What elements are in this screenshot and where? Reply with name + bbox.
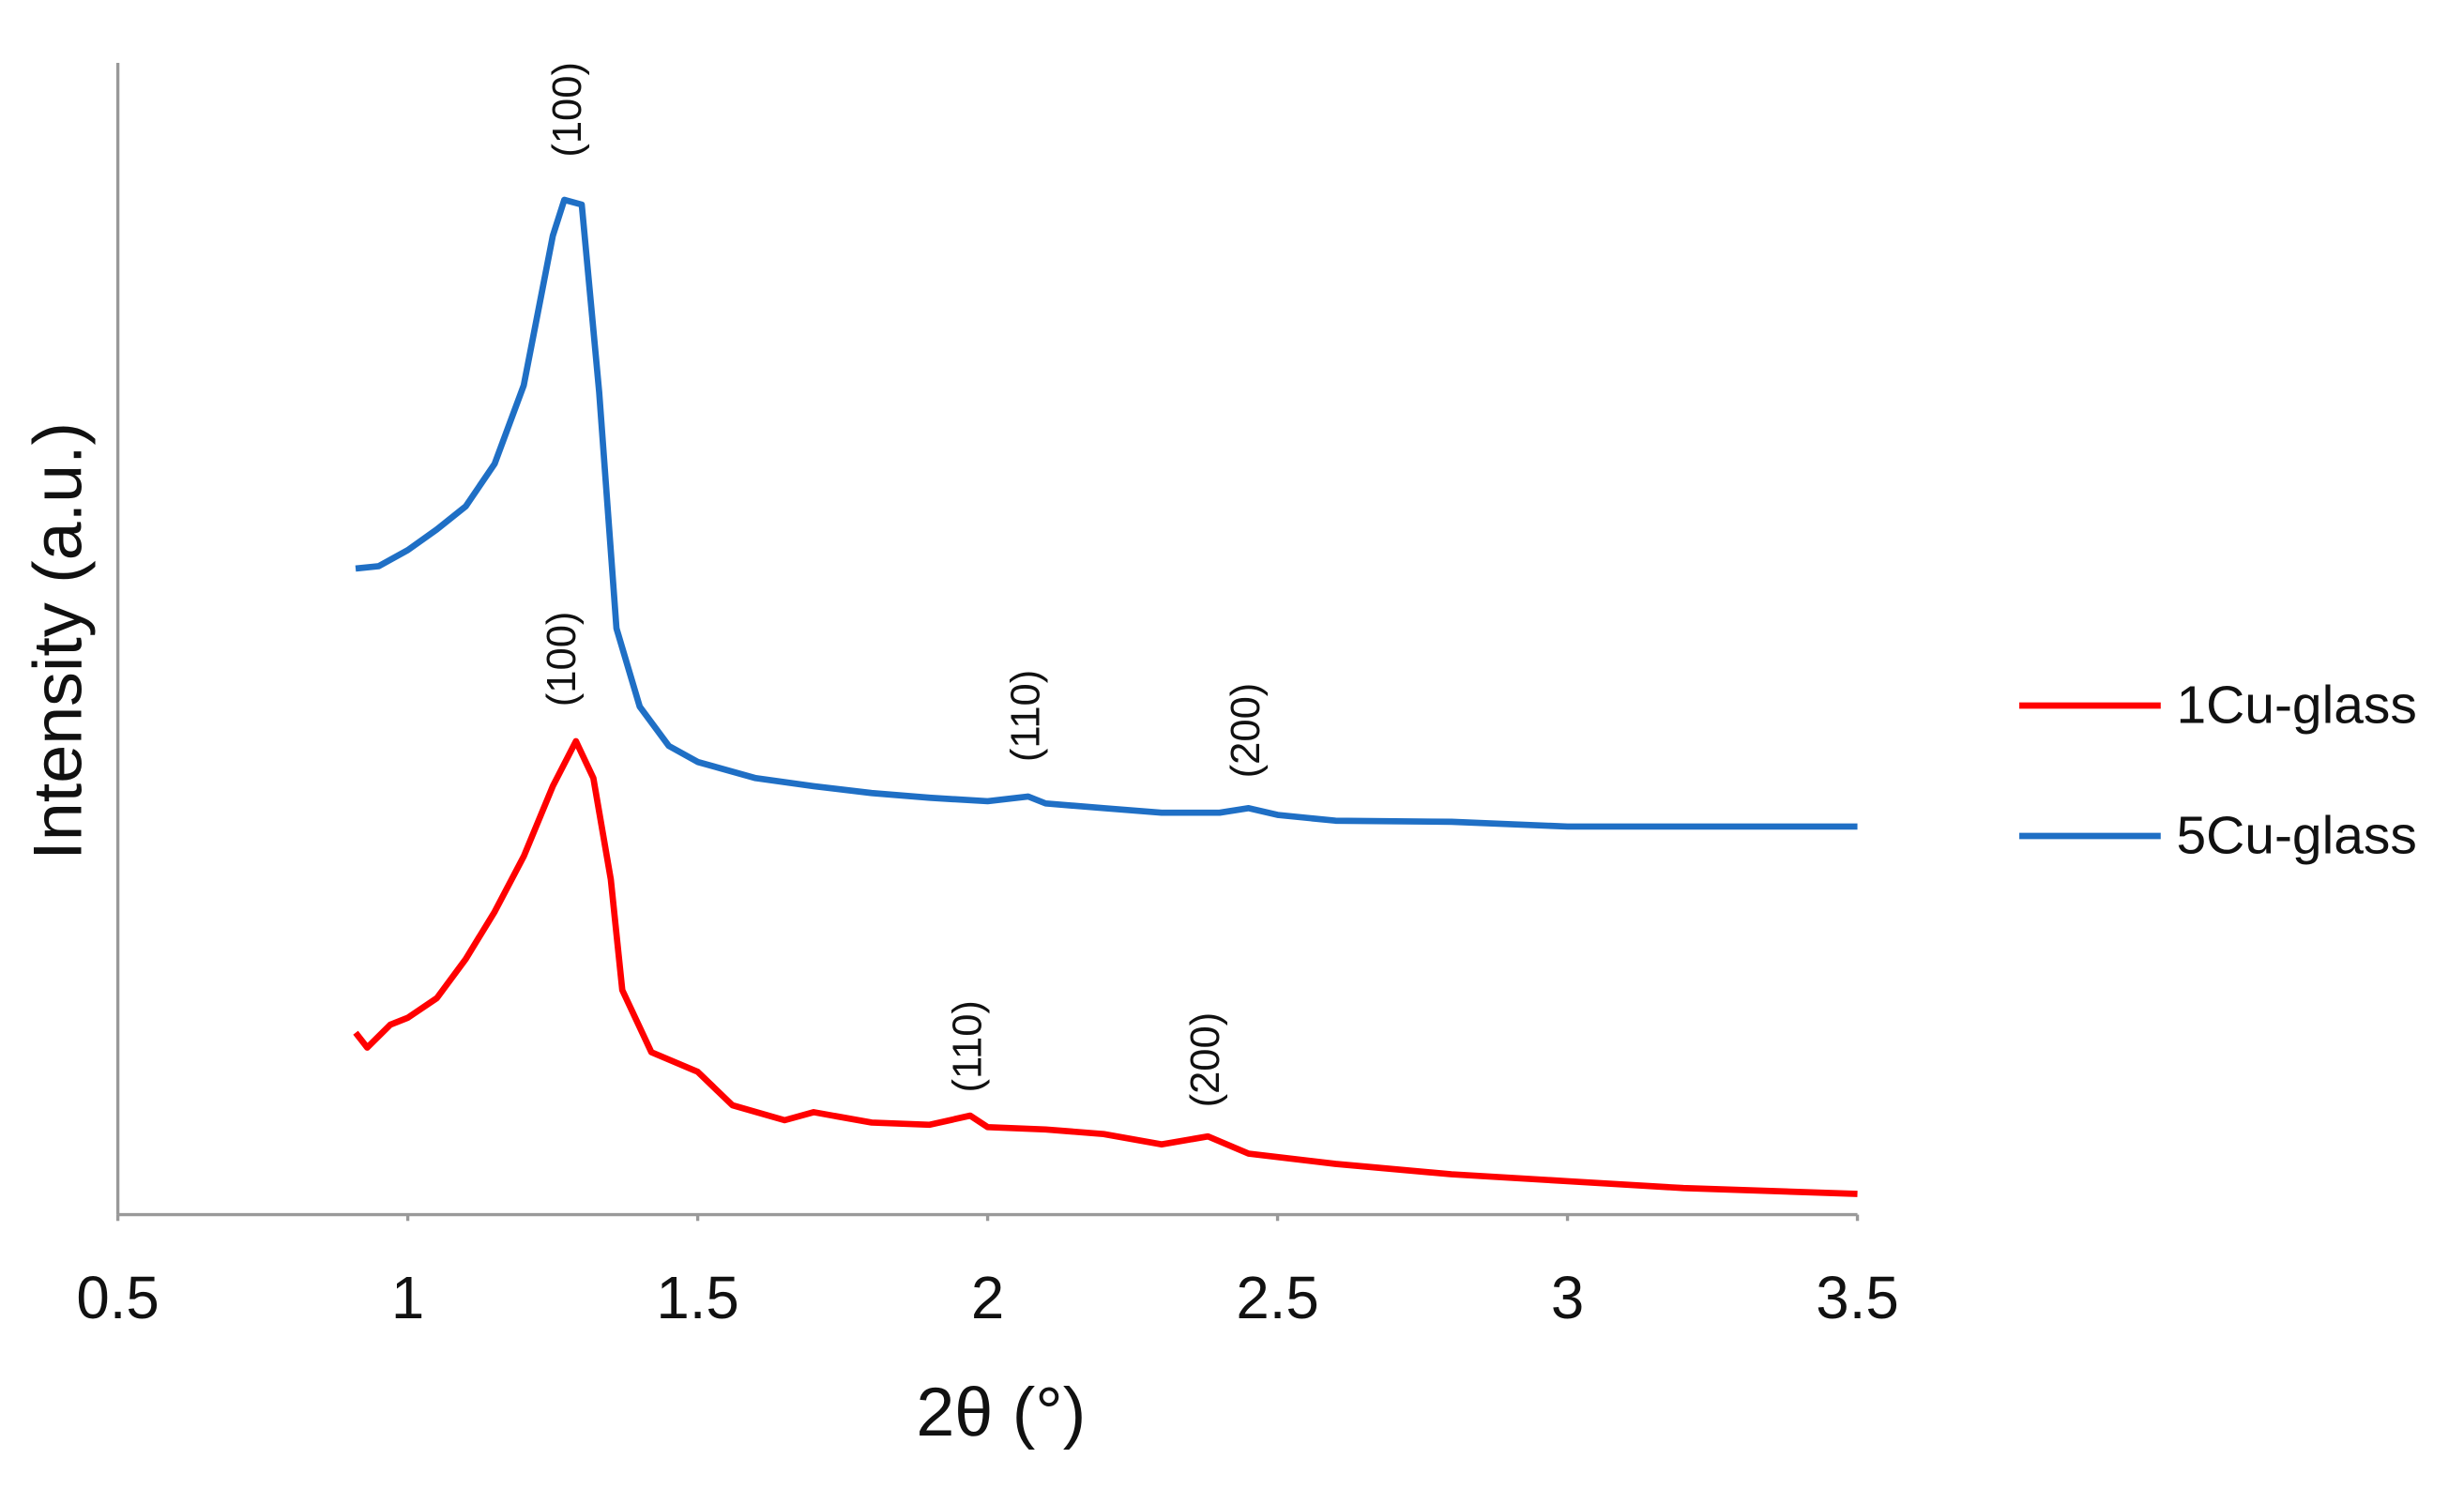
x-tick-label: 3.5	[1816, 1265, 1898, 1331]
x-tick-label: 2.5	[1236, 1265, 1318, 1331]
legend-label: 5Cu-glass	[2177, 805, 2417, 865]
peak-annotation: (110)	[946, 1000, 991, 1092]
x-tick-label: 2	[971, 1265, 1004, 1331]
x-tick-label: 3	[1551, 1265, 1584, 1331]
series-line	[353, 737, 1858, 1197]
peak-annotation: (100)	[545, 62, 590, 158]
x-axis-title: 2θ (°)	[916, 1373, 1086, 1451]
y-axis-title: Intensity (a.u.)	[18, 422, 96, 860]
x-tick-label: 1	[391, 1265, 424, 1331]
peak-annotation: (100)	[540, 612, 585, 707]
series-line	[355, 196, 1858, 830]
legend-label: 1Cu-glass	[2177, 675, 2417, 735]
peak-annotation: (200)	[1183, 1012, 1228, 1108]
x-tick-label: 1.5	[656, 1265, 738, 1331]
peak-annotation: (200)	[1224, 683, 1269, 779]
peak-annotation: (110)	[1003, 670, 1048, 762]
x-tick-label: 0.5	[76, 1265, 159, 1331]
